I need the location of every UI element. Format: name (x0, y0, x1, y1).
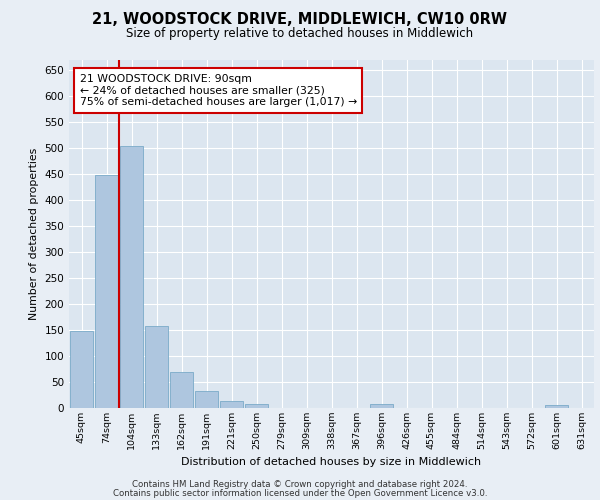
X-axis label: Distribution of detached houses by size in Middlewich: Distribution of detached houses by size … (181, 457, 482, 467)
Bar (120, 146, 143, 408)
Bar (195, 391, 218, 407)
Bar (370, 404, 393, 407)
Bar (220, 402, 243, 407)
Text: Contains public sector information licensed under the Open Government Licence v3: Contains public sector information licen… (113, 489, 487, 498)
Text: Contains HM Land Registry data © Crown copyright and database right 2024.: Contains HM Land Registry data © Crown c… (132, 480, 468, 489)
Text: 21 WOODSTOCK DRIVE: 90sqm
← 24% of detached houses are smaller (325)
75% of semi: 21 WOODSTOCK DRIVE: 90sqm ← 24% of detac… (79, 74, 357, 107)
Bar (70, 332, 93, 407)
Bar (170, 372, 193, 408)
Text: Size of property relative to detached houses in Middlewich: Size of property relative to detached ho… (127, 28, 473, 40)
Bar (145, 326, 168, 407)
Bar (245, 404, 268, 407)
Y-axis label: Number of detached properties: Number of detached properties (29, 148, 39, 320)
Text: 21, WOODSTOCK DRIVE, MIDDLEWICH, CW10 0RW: 21, WOODSTOCK DRIVE, MIDDLEWICH, CW10 0R… (92, 12, 508, 28)
Bar (545, 405, 568, 407)
Bar (95, 175, 118, 408)
